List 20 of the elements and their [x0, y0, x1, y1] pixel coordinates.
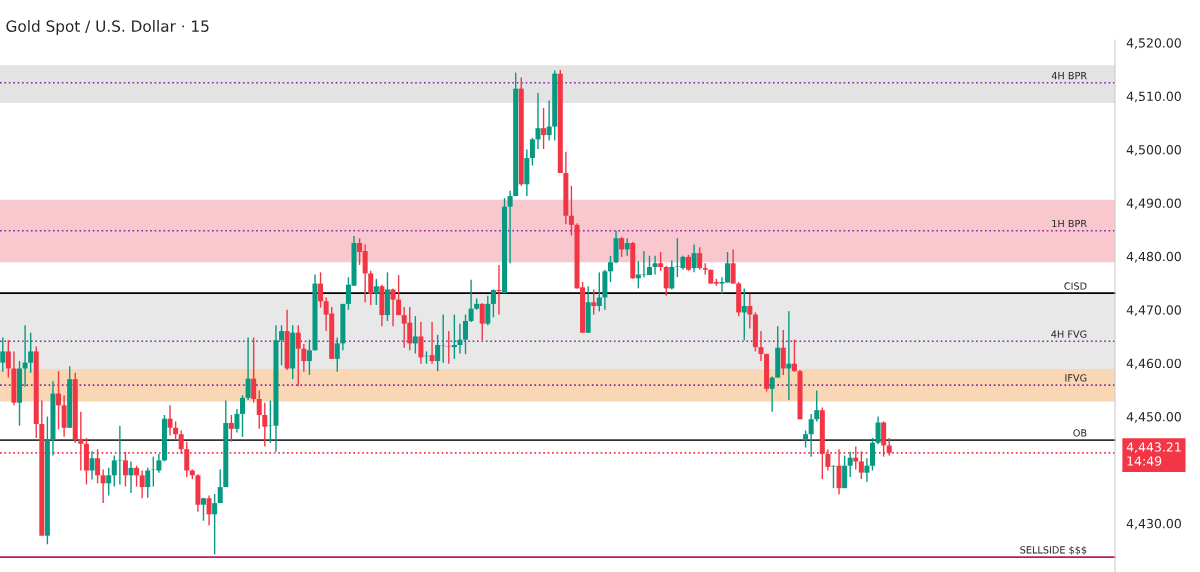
candlestick: [446, 330, 452, 365]
y-tick-label: 4,430.00: [1126, 518, 1181, 530]
ref-line-label: 4H BPR: [1051, 72, 1087, 80]
chart-title: Gold Spot / U.S. Dollar · 15: [6, 20, 209, 35]
ref-line-label: 1H BPR: [1052, 220, 1087, 228]
ref-line-label: 4H FVG: [1051, 330, 1087, 338]
y-tick-label: 4,480.00: [1126, 251, 1181, 263]
y-tick-label: 4,510.00: [1126, 91, 1181, 103]
y-tick-label: 4,450.00: [1126, 412, 1181, 423]
candlestick: [830, 464, 836, 489]
y-tick-label: 4,470.00: [1126, 305, 1181, 316]
y-tick-label: 4,490.00: [1126, 198, 1181, 210]
y-tick-label: 4,460.00: [1126, 358, 1181, 370]
ref-line-label: IFVG: [1065, 374, 1087, 382]
ref-line-label: CISD: [1064, 282, 1087, 290]
y-tick-label: 4,443.21 14:49: [1126, 442, 1181, 466]
y-tick-label: 4,520.00: [1126, 38, 1181, 49]
ref-line-label: SELLSIDE $$$: [1020, 546, 1087, 555]
ref-line-label: OB: [1073, 429, 1087, 437]
y-tick-label: 4,500.00: [1126, 145, 1181, 156]
